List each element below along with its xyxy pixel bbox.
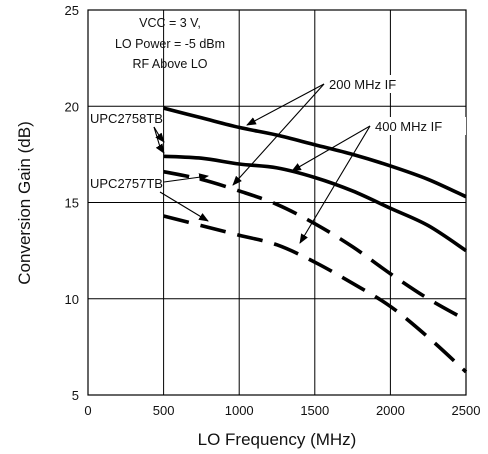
condition-line-1: VCC = 3 V, [139, 16, 201, 30]
y-tick-label-20: 20 [65, 99, 79, 114]
y-axis-label: Conversion Gain (dB) [15, 121, 34, 284]
label-200mhz-if-bg [326, 75, 442, 93]
tick-labels: 0 500 1000 1500 2000 2500 5 10 15 20 25 [65, 3, 481, 418]
label-upc2757tb: UPC2757TB [90, 176, 163, 191]
arrow-400if-to-2757 [299, 125, 371, 244]
arrow-400if-to-2758 [291, 125, 371, 172]
condition-line-3: RF Above LO [132, 57, 207, 71]
y-tick-label-10: 10 [65, 292, 79, 307]
curve-upc2758tb-200-mhz-if [163, 106, 467, 199]
x-tick-label-1500: 1500 [300, 403, 329, 418]
curves [163, 106, 468, 374]
y-tick-label-25: 25 [65, 3, 79, 18]
x-tick-label-2000: 2000 [376, 403, 405, 418]
label-upc2758tb: UPC2758TB [90, 111, 163, 126]
arrow-2758-to-200if [153, 126, 165, 143]
plot-frame [87, 9, 467, 396]
x-tick-label-500: 500 [153, 403, 175, 418]
annotations: VCC = 3 V, LO Power = -5 dBm RF Above LO… [89, 16, 466, 244]
x-tick-label-0: 0 [84, 403, 91, 418]
y-tick-label-5: 5 [72, 388, 79, 403]
curve-upc2757tb-400-mhz-if [163, 214, 468, 374]
arrow-2758-to-400if [153, 126, 165, 154]
curve-upc2757tb-200-mhz-if [163, 169, 467, 322]
label-upc2758tb-bg [89, 109, 163, 127]
label-200mhz-if: 200 MHz IF [329, 77, 396, 92]
condition-line-2: LO Power = -5 dBm [115, 37, 225, 51]
label-400mhz-if-bg [372, 117, 466, 135]
arrow-2757-to-200if [163, 173, 209, 183]
arrow-200if-to-2757 [232, 83, 325, 186]
curve-upc2758tb-400-mhz-if [163, 154, 467, 253]
y-tick-label-15: 15 [65, 196, 79, 211]
arrow-2757-to-400if [159, 191, 209, 222]
label-upc2757tb-bg [89, 174, 163, 192]
x-tick-label-1000: 1000 [225, 403, 254, 418]
label-400mhz-if: 400 MHz IF [375, 119, 442, 134]
x-tick-label-2500: 2500 [452, 403, 481, 418]
x-axis-label: LO Frequency (MHz) [198, 430, 357, 449]
arrow-200if-to-2758 [246, 83, 325, 126]
